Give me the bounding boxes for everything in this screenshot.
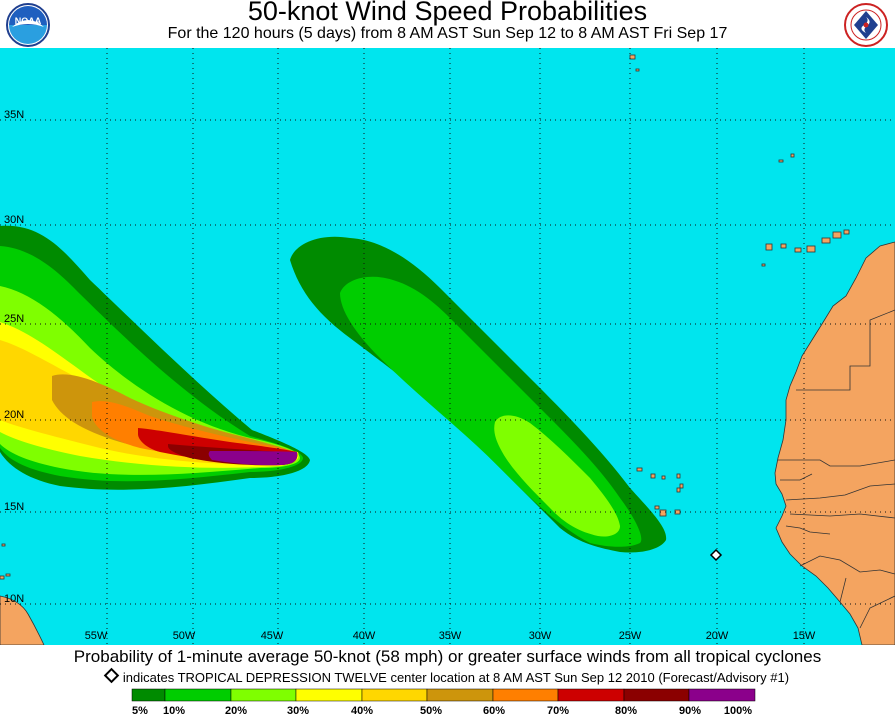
lat-label: 35N [4, 109, 24, 121]
western-probability-swath [0, 225, 310, 490]
header: NOAA 50-knot Wind Speed Probabilities Fo… [0, 0, 895, 48]
legend-swatch-60 [492, 688, 559, 702]
legend-label: 90% [679, 705, 701, 716]
longitude-labels: 55W 50W 45W 40W 35W 30W 25W 20W 15W [85, 630, 816, 642]
legend-label: 5% [132, 705, 148, 716]
lat-label: 20N [4, 409, 24, 421]
lat-label: 30N [4, 214, 24, 226]
legend-label: 100% [724, 705, 752, 716]
legend-swatch-20 [230, 688, 297, 702]
legend-swatch-70 [557, 688, 625, 702]
map-caption: Probability of 1-minute average 50-knot … [73, 647, 822, 666]
lon-label: 40W [353, 630, 376, 642]
lat-label: 10N [4, 593, 24, 605]
storm-center-icon [709, 548, 723, 562]
lon-label: 20W [706, 630, 729, 642]
legend-swatch-50 [426, 688, 494, 702]
legend-label: 60% [483, 705, 505, 716]
legend-swatch-80 [623, 688, 690, 702]
south-america-land [0, 595, 45, 645]
legend-label: 20% [225, 705, 247, 716]
latitude-labels: 35N 30N 25N 20N 15N 10N [4, 109, 24, 605]
country-borders [778, 309, 895, 629]
page-title: 50-knot Wind Speed Probabilities [247, 0, 648, 26]
legend-swatch-10 [164, 688, 232, 702]
svg-text:NOAA: NOAA [15, 16, 42, 26]
noaa-logo: NOAA [6, 3, 50, 47]
islands [0, 54, 850, 580]
probability-legend: 5% 10% 20% 30% 40% 50% 60% 70% 80% 90% 1… [0, 686, 895, 717]
lat-label: 15N [4, 501, 24, 513]
lon-label: 30W [529, 630, 552, 642]
legend-label: 50% [420, 705, 442, 716]
storm-note: indicates TROPICAL DEPRESSION TWELVE cen… [0, 667, 895, 685]
graticule [0, 48, 895, 645]
legend-label: 70% [547, 705, 569, 716]
africa-land [774, 241, 895, 645]
legend-label: 80% [615, 705, 637, 716]
legend-swatch-40 [361, 688, 428, 702]
legend-label: 30% [287, 705, 309, 716]
probability-map: 35N 30N 25N 20N 15N 10N 55W 50W 45W 40W … [0, 48, 895, 645]
page-subtitle: For the 120 hours (5 days) from 8 AM AST… [167, 25, 728, 42]
eastern-probability-swath [290, 236, 667, 553]
lon-label: 25W [619, 630, 642, 642]
legend-label: 40% [351, 705, 373, 716]
lon-label: 55W [85, 630, 108, 642]
lon-label: 15W [793, 630, 816, 642]
legend-swatches [131, 688, 756, 702]
legend-swatch-5 [131, 688, 166, 702]
lat-label: 25N [4, 313, 24, 325]
legend-swatch-30 [295, 688, 363, 702]
legend-labels: 5% 10% 20% 30% 40% 50% 60% 70% 80% 90% 1… [132, 705, 752, 717]
legend-swatch-90 [688, 688, 756, 702]
nws-logo [844, 3, 888, 47]
lon-label: 35W [439, 630, 462, 642]
storm-note-text: indicates TROPICAL DEPRESSION TWELVE cen… [122, 670, 790, 685]
storm-center-legend-icon [103, 667, 120, 684]
legend-label: 10% [163, 705, 185, 716]
lon-label: 50W [173, 630, 196, 642]
lon-label: 45W [261, 630, 284, 642]
